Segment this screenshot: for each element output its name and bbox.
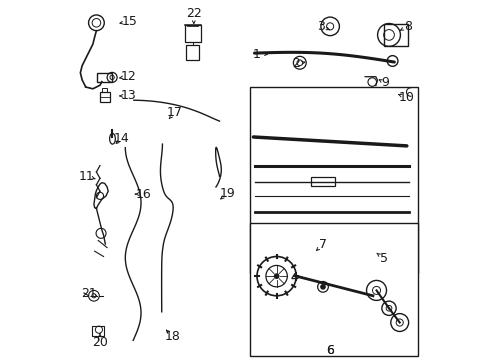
Text: 17: 17 [166,105,183,118]
Text: 3: 3 [317,20,325,33]
Text: 22: 22 [185,7,201,21]
Text: 6: 6 [325,344,333,357]
Text: 12: 12 [121,70,136,83]
Text: 4: 4 [290,271,298,284]
Bar [97,73,112,82]
Text: 6: 6 [325,344,333,357]
Text: 15: 15 [122,14,137,27]
Circle shape [274,274,278,278]
Text: 2: 2 [292,57,300,70]
Text: 16: 16 [136,188,151,201]
Bar [310,177,335,186]
Bar [396,89,410,100]
Text: 18: 18 [164,330,180,343]
Text: 20: 20 [92,336,108,348]
Text: 14: 14 [113,132,129,145]
Text: 5: 5 [379,252,387,265]
Circle shape [320,285,325,289]
Bar [92,326,104,336]
Bar [249,222,417,356]
Bar [102,88,107,92]
Text: 1: 1 [252,48,261,61]
Bar [249,87,417,273]
Text: 7: 7 [318,238,326,251]
Bar [186,45,199,60]
Text: 8: 8 [403,20,411,33]
Text: 13: 13 [121,89,136,103]
Bar [184,24,200,42]
Bar [100,92,110,102]
Text: 11: 11 [79,170,95,183]
Text: 21: 21 [81,288,97,301]
Text: 10: 10 [398,91,414,104]
Text: 4: 4 [290,271,298,284]
Bar [384,23,407,46]
Text: 9: 9 [380,76,388,89]
Text: 19: 19 [219,187,235,200]
